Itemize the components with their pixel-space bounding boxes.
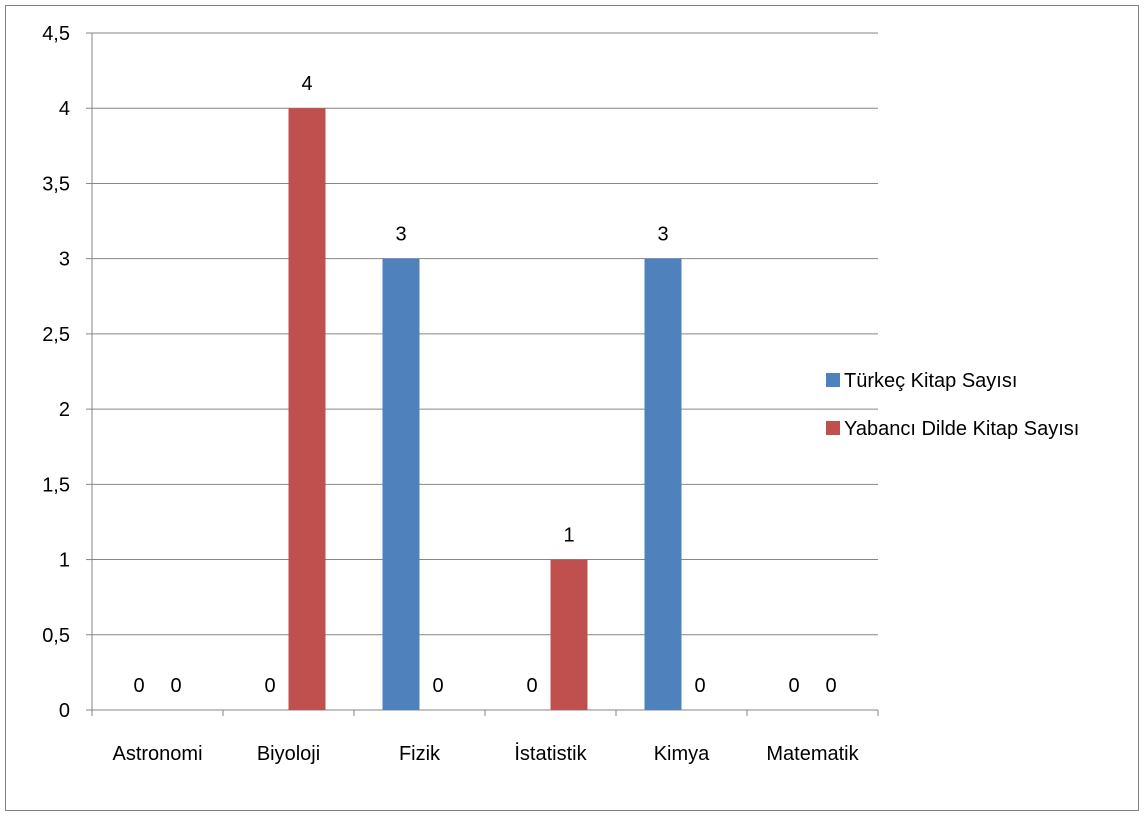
bar: [644, 258, 682, 710]
bars: [288, 108, 682, 710]
y-tick-label: 4: [59, 98, 70, 120]
legend-swatch: [826, 421, 840, 435]
axes: 0 0,5 1 1,5 2 2,5 3 3,5 4 4,5 Astronomi Biyoloji Fiz…: [42, 23, 879, 765]
y-tick-label: 3: [59, 249, 70, 271]
y-tick-label: 2,5: [42, 324, 70, 346]
data-label: 0: [694, 675, 705, 697]
data-labels: 0 0 3 0 3 0 0 4 0 1 0 0: [133, 73, 836, 697]
x-tick-label: Matematik: [766, 743, 859, 765]
data-label: 0: [788, 675, 799, 697]
y-tick-label: 4,5: [42, 23, 70, 45]
y-tick-label: 2: [59, 399, 70, 421]
data-label: 0: [170, 675, 181, 697]
legend: Türkeç Kitap Sayısı Yabancı Dilde Kitap S…: [826, 370, 1079, 440]
x-tick-label: Kimya: [654, 743, 710, 765]
data-label: 0: [264, 675, 275, 697]
y-tick-label: 3,5: [42, 173, 70, 195]
gridlines: [92, 32, 878, 636]
y-tick-label: 1,5: [42, 474, 70, 496]
data-label: 4: [301, 73, 312, 95]
bar: [382, 258, 420, 710]
bar: [288, 108, 326, 710]
data-label: 0: [432, 675, 443, 697]
x-tick-label: İstatistik: [514, 742, 587, 765]
legend-label: Yabancı Dilde Kitap Sayısı: [844, 418, 1079, 440]
y-tick-label: 1: [59, 550, 70, 572]
bar: [550, 559, 588, 710]
data-label: 0: [526, 675, 537, 697]
data-label: 0: [825, 675, 836, 697]
y-tick-label: 0: [59, 700, 70, 722]
data-label: 0: [133, 675, 144, 697]
y-tick-label: 0,5: [42, 625, 70, 647]
x-tick-label: Fizik: [399, 743, 441, 765]
data-label: 3: [395, 224, 406, 246]
data-label: 3: [657, 224, 668, 246]
data-label: 1: [563, 525, 574, 547]
x-tick-label: Astronomi: [112, 743, 202, 765]
legend-swatch: [826, 373, 840, 387]
x-tick-label: Biyoloji: [257, 743, 320, 765]
legend-label: Türkeç Kitap Sayısı: [844, 370, 1017, 392]
